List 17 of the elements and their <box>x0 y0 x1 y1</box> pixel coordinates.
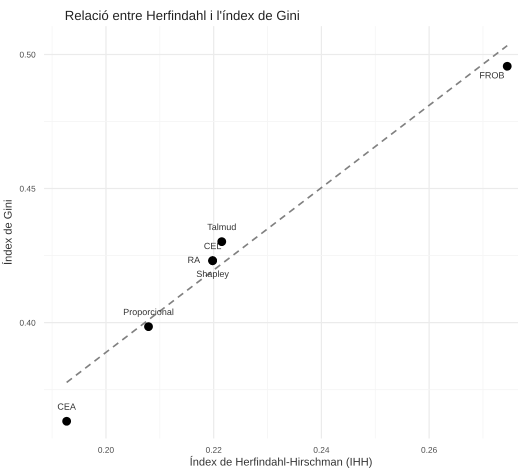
x-tick-label: 0.26 <box>421 447 437 453</box>
x-tick-label: 0.24 <box>314 447 330 453</box>
annotation: Talmud <box>207 224 236 230</box>
annotation: RA <box>188 256 200 264</box>
annotation: FROB <box>480 72 504 78</box>
annotation: Shapley <box>196 270 229 279</box>
y-tick-label: 0.50 <box>20 52 36 58</box>
y-tick-label: 0.40 <box>20 320 36 326</box>
annotation: CEA <box>58 403 76 410</box>
x-tick-label: 0.20 <box>98 447 114 453</box>
y-tick-label: 0.45 <box>20 186 36 192</box>
y-axis-title: Índex de Gini <box>2 200 12 264</box>
annotation: CEL <box>204 242 222 250</box>
annotation: Proporcional <box>124 308 174 317</box>
x-tick-label: 0.22 <box>206 447 222 453</box>
x-axis-title: Índex de Herfindahl-Hirschman (IHH) <box>190 456 372 468</box>
chart-title: Relació entre Herfindahl i l'índex de Gini <box>66 10 299 20</box>
